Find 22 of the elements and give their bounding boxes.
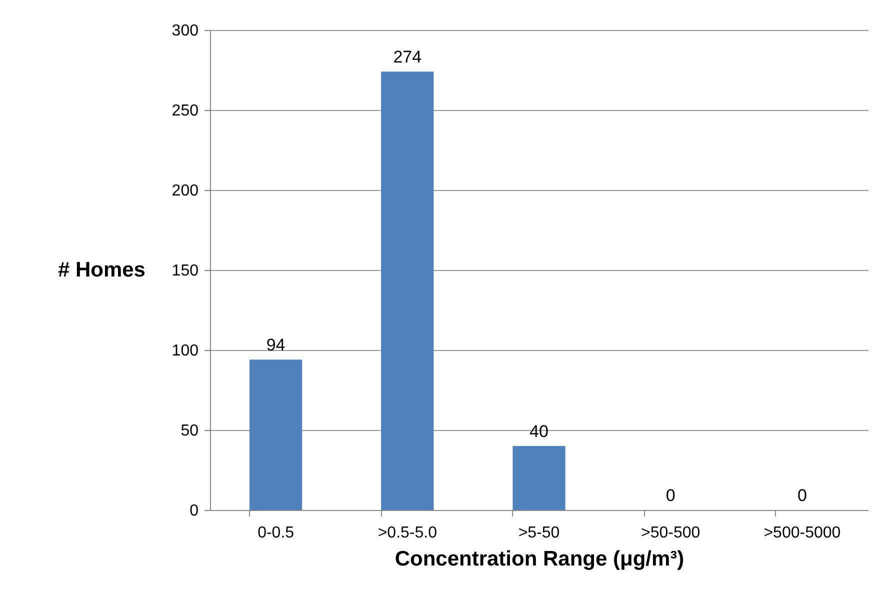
x-tick-label: >5-50 [518, 524, 560, 542]
x-axis-title: Concentration Range (μg/m³) [394, 548, 684, 570]
data-label: 40 [530, 422, 548, 441]
y-tick-label: 250 [172, 102, 199, 120]
data-label: 94 [266, 336, 286, 355]
y-tick-label: 100 [172, 342, 199, 360]
bar [249, 360, 302, 510]
y-tick-label: 0 [190, 502, 199, 520]
y-tick-label: 50 [180, 422, 199, 440]
x-tick-label: >500-5000 [764, 524, 841, 542]
bar [512, 446, 566, 510]
x-tick-label: >50-500 [641, 524, 700, 542]
data-label: 0 [666, 486, 676, 505]
y-axis-title: # Homes [58, 258, 146, 282]
x-tick-label: >0.5-5.0 [378, 524, 438, 542]
y-tick-label: 200 [172, 182, 199, 200]
y-tick-label: 150 [172, 262, 199, 280]
bar [381, 72, 434, 510]
data-label: 0 [797, 486, 807, 505]
data-label: 274 [393, 48, 422, 67]
y-tick-label: 300 [172, 22, 199, 40]
x-tick-label: 0-0.5 [258, 524, 294, 542]
